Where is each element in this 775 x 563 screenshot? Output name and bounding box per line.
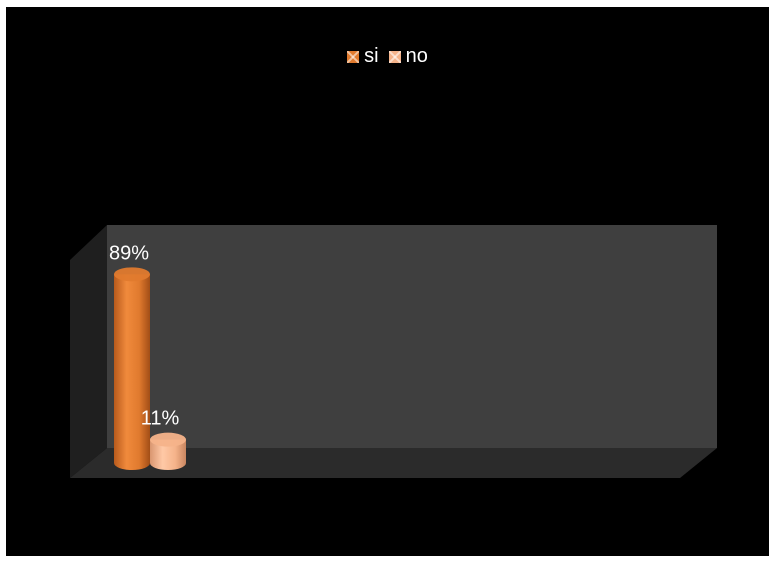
floor bbox=[70, 448, 717, 478]
bar-body-si bbox=[114, 274, 150, 470]
legend-item-no: no bbox=[388, 45, 428, 68]
legend-label-no: no bbox=[405, 45, 428, 67]
legend: si no bbox=[6, 45, 769, 68]
side-wall bbox=[70, 225, 107, 478]
data-label-no: 11% bbox=[141, 408, 180, 430]
back-wall bbox=[107, 225, 717, 448]
chart-frame: si no 89% 11% bbox=[6, 7, 769, 556]
legend-swatch-si bbox=[347, 50, 360, 63]
bar-si bbox=[114, 267, 150, 470]
legend-item-si: si bbox=[347, 45, 379, 68]
bar-cap-no bbox=[150, 432, 186, 447]
chart-plot: 89% 11% bbox=[70, 225, 717, 478]
legend-swatch-no bbox=[388, 50, 401, 63]
bar-cap-si bbox=[114, 267, 150, 282]
data-label-si: 89% bbox=[109, 242, 149, 264]
bar-body-no bbox=[150, 439, 186, 470]
bar-no bbox=[150, 432, 186, 470]
legend-label-si: si bbox=[364, 45, 379, 67]
